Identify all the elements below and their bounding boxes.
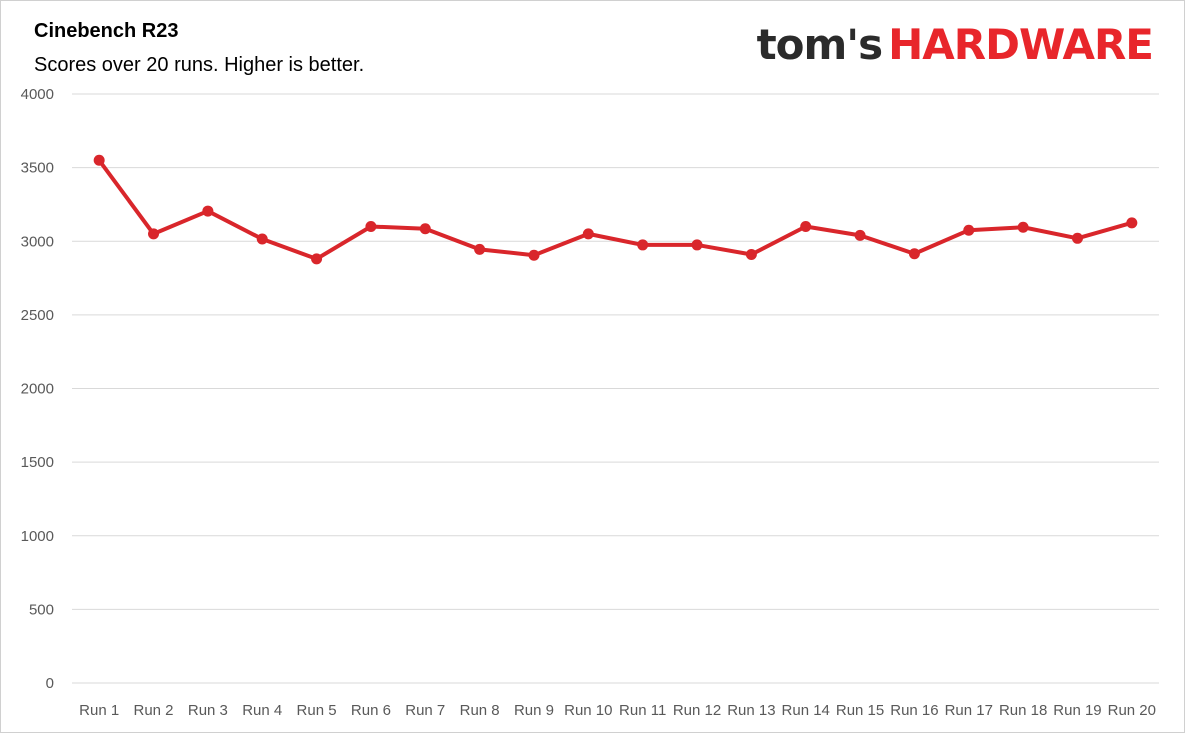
x-tick-label: Run 16 [890, 702, 938, 719]
data-point-run-2 [148, 228, 160, 240]
data-point-run-5 [311, 253, 323, 265]
x-tick-label: Run 6 [351, 702, 391, 719]
data-point-run-12 [691, 239, 703, 251]
x-tick-label: Run 1 [79, 702, 119, 719]
x-tick-label: Run 3 [188, 702, 228, 719]
x-tick-label: Run 17 [945, 702, 993, 719]
x-tick-label: Run 5 [297, 702, 337, 719]
data-point-run-4 [256, 233, 268, 245]
y-tick-label: 3500 [21, 160, 54, 177]
data-point-run-7 [419, 223, 431, 235]
data-point-run-15 [854, 229, 866, 241]
chart-title: Cinebench R23 [34, 20, 179, 42]
data-point-run-20 [1126, 217, 1138, 229]
y-tick-label: 4000 [21, 86, 54, 103]
x-tick-label: Run 8 [460, 702, 500, 719]
data-point-run-13 [745, 249, 757, 261]
data-point-run-1 [93, 154, 105, 166]
x-tick-label: Run 20 [1108, 702, 1156, 719]
logo-text-toms: tom's [756, 20, 884, 69]
x-tick-label: Run 19 [1053, 702, 1101, 719]
x-tick-label: Run 18 [999, 702, 1047, 719]
y-tick-label: 0 [46, 675, 54, 692]
x-tick-label: Run 13 [727, 702, 775, 719]
x-tick-label: Run 11 [619, 702, 666, 719]
toms-hardware-logo: tom's HARDWARE [756, 20, 1154, 70]
series-line [97, 158, 1134, 261]
x-tick-label: Run 10 [564, 702, 612, 719]
data-point-run-16 [908, 248, 920, 260]
data-point-run-6 [365, 221, 377, 233]
data-point-run-14 [800, 221, 812, 233]
chart-subtitle: Scores over 20 runs. Higher is better. [34, 54, 365, 76]
data-point-run-17 [963, 224, 975, 236]
data-point-run-19 [1071, 232, 1083, 244]
x-tick-label: Run 15 [836, 702, 884, 719]
y-tick-label: 500 [29, 601, 54, 618]
y-tick-label: 2500 [21, 307, 54, 324]
x-tick-label: Run 12 [673, 702, 721, 719]
y-tick-label: 2000 [21, 381, 54, 398]
x-tick-label: Run 7 [405, 702, 445, 719]
data-point-run-9 [528, 249, 540, 261]
x-tick-label: Run 4 [242, 702, 282, 719]
series-scores [93, 154, 1138, 265]
x-axis-ticks: Run 1 Run 2 Run 3 Run 4 Run 5 Run 6 Run 7 Run 8… [79, 702, 1156, 719]
logo-text-hardware: HARDWARE [888, 20, 1154, 69]
y-tick-label: 1000 [21, 528, 54, 545]
y-axis-ticks: 0 500 1000 1500 2000 2500 3000 3500 4000 [21, 86, 54, 692]
y-tick-label: 1500 [21, 454, 54, 471]
data-point-run-18 [1017, 221, 1029, 233]
data-point-run-11 [637, 239, 649, 251]
data-point-run-8 [474, 243, 486, 255]
x-tick-label: Run 2 [134, 702, 174, 719]
data-point-run-10 [582, 228, 594, 240]
y-tick-label: 3000 [21, 233, 54, 250]
x-tick-label: Run 14 [782, 702, 830, 719]
gridlines [72, 93, 1159, 684]
x-tick-label: Run 9 [514, 702, 554, 719]
data-point-run-3 [202, 205, 214, 217]
